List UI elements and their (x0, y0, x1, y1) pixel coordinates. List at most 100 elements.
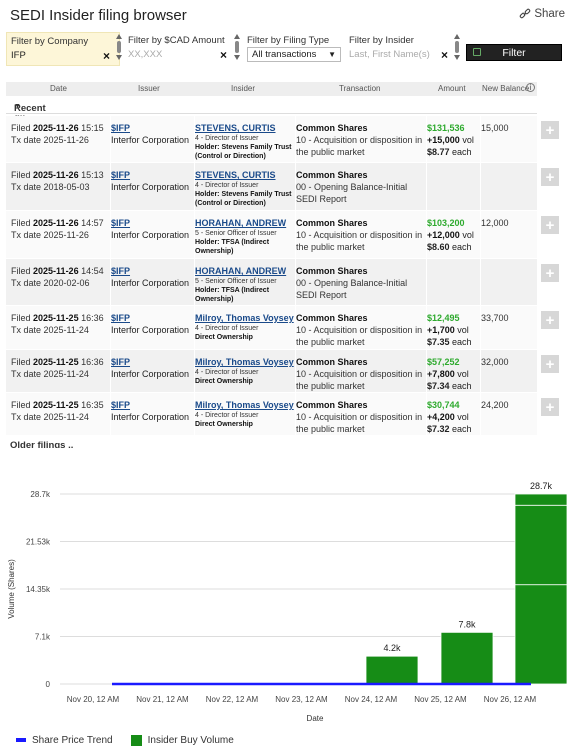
amount-filter-input[interactable]: XX,XXX (128, 49, 163, 60)
volume-bar-segment[interactable] (514, 504, 568, 586)
company-filter[interactable]: Filter by Company IFP × (6, 32, 120, 66)
x-tick-label: Nov 23, 12 AM (275, 695, 328, 704)
filed-date: 2025-11-26 (33, 170, 79, 180)
insider-name-link[interactable]: STEVENS, CURTIS (195, 123, 276, 133)
filed-time: 16:36 (81, 357, 104, 367)
filed-time: 15:13 (81, 170, 104, 180)
filed-prefix: Filed (11, 218, 31, 228)
insider-filter[interactable]: Filter by Insider Last, First Name(s) × (345, 32, 453, 66)
amount-filter[interactable]: Filter by $CAD Amount XX,XXX × (124, 32, 232, 66)
column-divider (426, 259, 427, 306)
filing-date-cell: Filed 2025-11-25 16:36 Tx date 2025-11-24 (11, 356, 111, 380)
legend-item-volume[interactable]: Insider Buy Volume (130, 735, 234, 746)
clear-company-icon[interactable]: × (103, 49, 111, 63)
column-divider (480, 259, 481, 306)
insider-name-link[interactable]: Milroy, Thomas Voysey (195, 313, 294, 323)
add-filing-button[interactable]: + (541, 121, 559, 139)
issuer-cell: $IFP Interfor Corporation (111, 217, 197, 241)
new-balance-cell: 15,000 (481, 122, 531, 134)
y-tick-label: 28.7k (30, 490, 51, 499)
amount-value: $57,252 (427, 357, 460, 367)
insider-scroll-control[interactable] (453, 32, 461, 64)
column-divider (110, 393, 111, 436)
volume-bar-segment[interactable] (514, 584, 568, 685)
company-scroll-control[interactable] (115, 32, 123, 64)
older-filings-group[interactable]: Older filings .. (10, 440, 73, 448)
add-filing-button[interactable]: + (541, 168, 559, 186)
share-label: Share (534, 8, 565, 20)
col-new-balance[interactable]: New Balance (482, 84, 530, 93)
transaction-desc: 10 - Acquisition or disposition in the p… (296, 412, 423, 434)
col-transaction[interactable]: Transaction (339, 84, 381, 93)
amount-value: $30,744 (427, 400, 460, 410)
issuer-ticker-link[interactable]: $IFP (111, 170, 131, 180)
amount-value: $103,200 (427, 218, 465, 228)
filter-button[interactable]: Filter (466, 44, 562, 61)
price-suffix: each (452, 424, 472, 434)
column-divider (295, 350, 296, 393)
type-filter[interactable]: Filter by Filing Type All transactions ▼ (243, 32, 343, 66)
col-issuer[interactable]: Issuer (138, 84, 160, 93)
col-insider[interactable]: Insider (231, 84, 256, 93)
company-filter-input[interactable]: IFP (11, 50, 26, 61)
add-filing-button[interactable]: + (541, 311, 559, 329)
x-tick-label: Nov 22, 12 AM (206, 695, 259, 704)
share-button[interactable]: Share (519, 8, 565, 20)
insider-name-link[interactable]: Milroy, Thomas Voysey (195, 400, 294, 410)
filed-date: 2025-11-25 (33, 400, 79, 410)
type-filter-select[interactable]: All transactions ▼ (247, 47, 341, 62)
column-divider (480, 211, 481, 259)
column-divider (295, 306, 296, 350)
volume-value: +12,000 (427, 230, 460, 240)
info-icon[interactable]: i (526, 83, 535, 92)
filter-icon (473, 48, 481, 56)
column-divider (480, 350, 481, 393)
column-divider (480, 116, 481, 163)
add-filing-button[interactable]: + (541, 264, 559, 282)
clear-insider-icon[interactable]: × (441, 48, 449, 62)
legend-item-price[interactable]: Share Price Trend (16, 735, 113, 746)
issuer-ticker-link[interactable]: $IFP (111, 400, 131, 410)
transaction-desc: 10 - Acquisition or disposition in the p… (296, 369, 423, 391)
insider-name-link[interactable]: Milroy, Thomas Voysey (195, 357, 294, 367)
filing-date-cell: Filed 2025-11-26 15:15 Tx date 2025-11-26 (11, 122, 111, 146)
filed-date: 2025-11-25 (33, 313, 79, 323)
volume-bar-segment[interactable] (514, 493, 568, 506)
security-type: Common Shares (296, 266, 368, 276)
issuer-ticker-link[interactable]: $IFP (111, 123, 131, 133)
issuer-cell: $IFP Interfor Corporation (111, 122, 197, 146)
issuer-ticker-link[interactable]: $IFP (111, 266, 131, 276)
insider-name-link[interactable]: STEVENS, CURTIS (195, 170, 276, 180)
issuer-name: Interfor Corporation (111, 325, 190, 335)
filed-prefix: Filed (11, 357, 31, 367)
column-divider (426, 350, 427, 393)
insider-cell: STEVENS, CURTIS 4 - Director of Issuer Hol… (195, 169, 295, 208)
type-filter-label: Filter by Filing Type (247, 35, 330, 46)
recent-filings-group[interactable]: Recent filings ▼ (6, 97, 537, 125)
issuer-ticker-link[interactable]: $IFP (111, 313, 131, 323)
type-filter-value: All transactions (252, 49, 317, 60)
insider-filter-input[interactable]: Last, First Name(s) (349, 49, 430, 60)
insider-name-link[interactable]: HORAHAN, ANDREW (195, 218, 287, 228)
amount-value: $12,495 (427, 313, 460, 323)
clear-amount-icon[interactable]: × (220, 48, 228, 62)
insider-name-link[interactable]: HORAHAN, ANDREW (195, 266, 287, 276)
volume-bar-segment[interactable] (440, 631, 494, 685)
amount-scroll-control[interactable] (233, 32, 241, 64)
col-date[interactable]: Date (50, 84, 67, 93)
col-amount[interactable]: Amount (438, 84, 466, 93)
volume-bar-segment[interactable] (365, 655, 419, 685)
issuer-ticker-link[interactable]: $IFP (111, 357, 131, 367)
column-divider (426, 393, 427, 436)
add-filing-button[interactable]: + (541, 398, 559, 416)
new-balance-cell: 32,000 (481, 356, 531, 368)
filed-prefix: Filed (11, 123, 31, 133)
add-filing-button[interactable]: + (541, 355, 559, 373)
add-filing-button[interactable]: + (541, 216, 559, 234)
security-type: Common Shares (296, 123, 368, 133)
y-tick-label: 14.35k (26, 585, 51, 594)
issuer-cell: $IFP Interfor Corporation (111, 399, 197, 423)
security-type: Common Shares (296, 400, 368, 410)
insider-role: 4 - Director of Issuer (195, 182, 259, 189)
issuer-ticker-link[interactable]: $IFP (111, 218, 131, 228)
